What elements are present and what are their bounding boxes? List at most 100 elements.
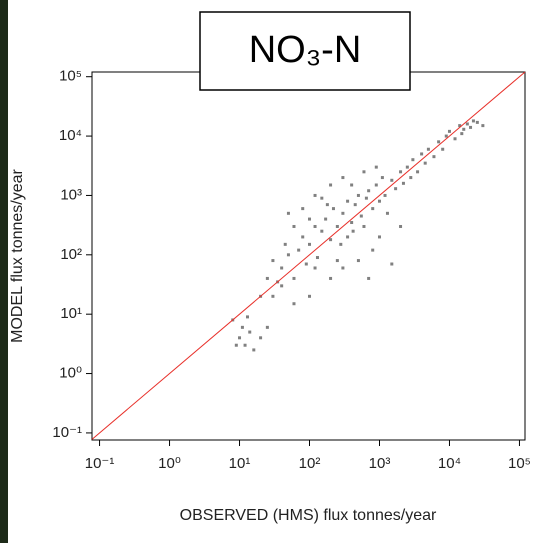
point (248, 330, 252, 334)
y-tick-label: 10¹ (60, 305, 82, 322)
point (471, 119, 475, 123)
point (390, 178, 394, 182)
point (313, 224, 317, 228)
point (377, 199, 381, 203)
point (346, 199, 350, 203)
y-tick-label: 10⁰ (59, 365, 82, 382)
point (238, 336, 242, 340)
point (301, 235, 305, 239)
point (331, 207, 335, 211)
x-tick-label: 10¹ (229, 455, 251, 472)
point (475, 120, 479, 124)
point (399, 170, 403, 174)
point (308, 294, 312, 298)
x-tick-label: 10⁰ (158, 455, 181, 472)
y-tick-label: 10⁻¹ (52, 424, 82, 441)
point (423, 161, 427, 165)
point (460, 132, 464, 136)
point (304, 262, 308, 266)
point (259, 336, 263, 340)
point (420, 152, 424, 156)
point (458, 124, 462, 128)
point (346, 235, 350, 239)
point (280, 266, 284, 270)
point (240, 325, 244, 329)
x-tick-label: 10⁻¹ (85, 455, 115, 472)
point (283, 242, 287, 246)
point (432, 155, 436, 159)
point (280, 284, 284, 288)
point (313, 266, 317, 270)
point (252, 348, 256, 352)
point (444, 134, 448, 138)
point (380, 176, 384, 180)
point (271, 294, 275, 298)
point (465, 122, 469, 126)
point (367, 189, 371, 193)
background-strip (0, 0, 8, 543)
point (469, 125, 473, 129)
point (234, 343, 238, 347)
point (265, 325, 269, 329)
point (394, 187, 398, 191)
point (350, 221, 354, 225)
point (426, 147, 430, 151)
point (301, 207, 305, 211)
point (371, 248, 375, 252)
point (313, 193, 317, 197)
point (324, 217, 328, 221)
point (359, 214, 363, 218)
point (390, 262, 394, 266)
point (416, 170, 420, 174)
chart-title: NO₃-N (249, 29, 362, 71)
point (245, 315, 249, 319)
point (356, 193, 360, 197)
point (335, 224, 339, 228)
point (341, 266, 345, 270)
point (399, 224, 403, 228)
point (286, 211, 290, 215)
point (271, 259, 275, 263)
plot-area: 10⁻¹ 10⁰ 10¹ 10² 10³ 10⁴ 10⁵ 10⁻¹ 10⁰ 10¹ 10² 10³ 10… (52, 68, 531, 472)
x-tick-label: 10⁴ (438, 455, 461, 472)
y-tick-label: 10² (60, 246, 82, 263)
point (385, 211, 389, 215)
point (308, 242, 312, 246)
point (315, 256, 319, 260)
point (401, 181, 405, 185)
point (374, 165, 378, 169)
point (339, 242, 343, 246)
point (447, 129, 451, 133)
point (353, 203, 357, 207)
point (341, 176, 345, 180)
point (292, 224, 296, 228)
point (437, 140, 441, 144)
point (441, 147, 445, 151)
point (320, 196, 324, 200)
point (377, 235, 381, 239)
point (243, 343, 247, 347)
point (462, 127, 466, 131)
y-tick-label: 10⁴ (59, 127, 82, 144)
point (292, 302, 296, 306)
point (329, 238, 333, 242)
point (297, 248, 301, 252)
point (481, 124, 485, 128)
point (325, 203, 329, 207)
y-tick-label: 10³ (60, 186, 82, 203)
point (351, 229, 355, 233)
point (350, 183, 354, 187)
x-tick-label: 10⁵ (508, 455, 531, 472)
point (364, 196, 368, 200)
point (335, 259, 339, 263)
point (308, 217, 312, 221)
point (453, 137, 457, 141)
identity-line (91, 71, 526, 440)
x-tick-label: 10³ (369, 455, 391, 472)
point (320, 229, 324, 233)
y-axis-label: MODEL flux tonnes/year (9, 168, 26, 342)
x-axis-label: OBSERVED (HMS) flux tonnes/year (180, 507, 437, 524)
point (409, 176, 413, 180)
